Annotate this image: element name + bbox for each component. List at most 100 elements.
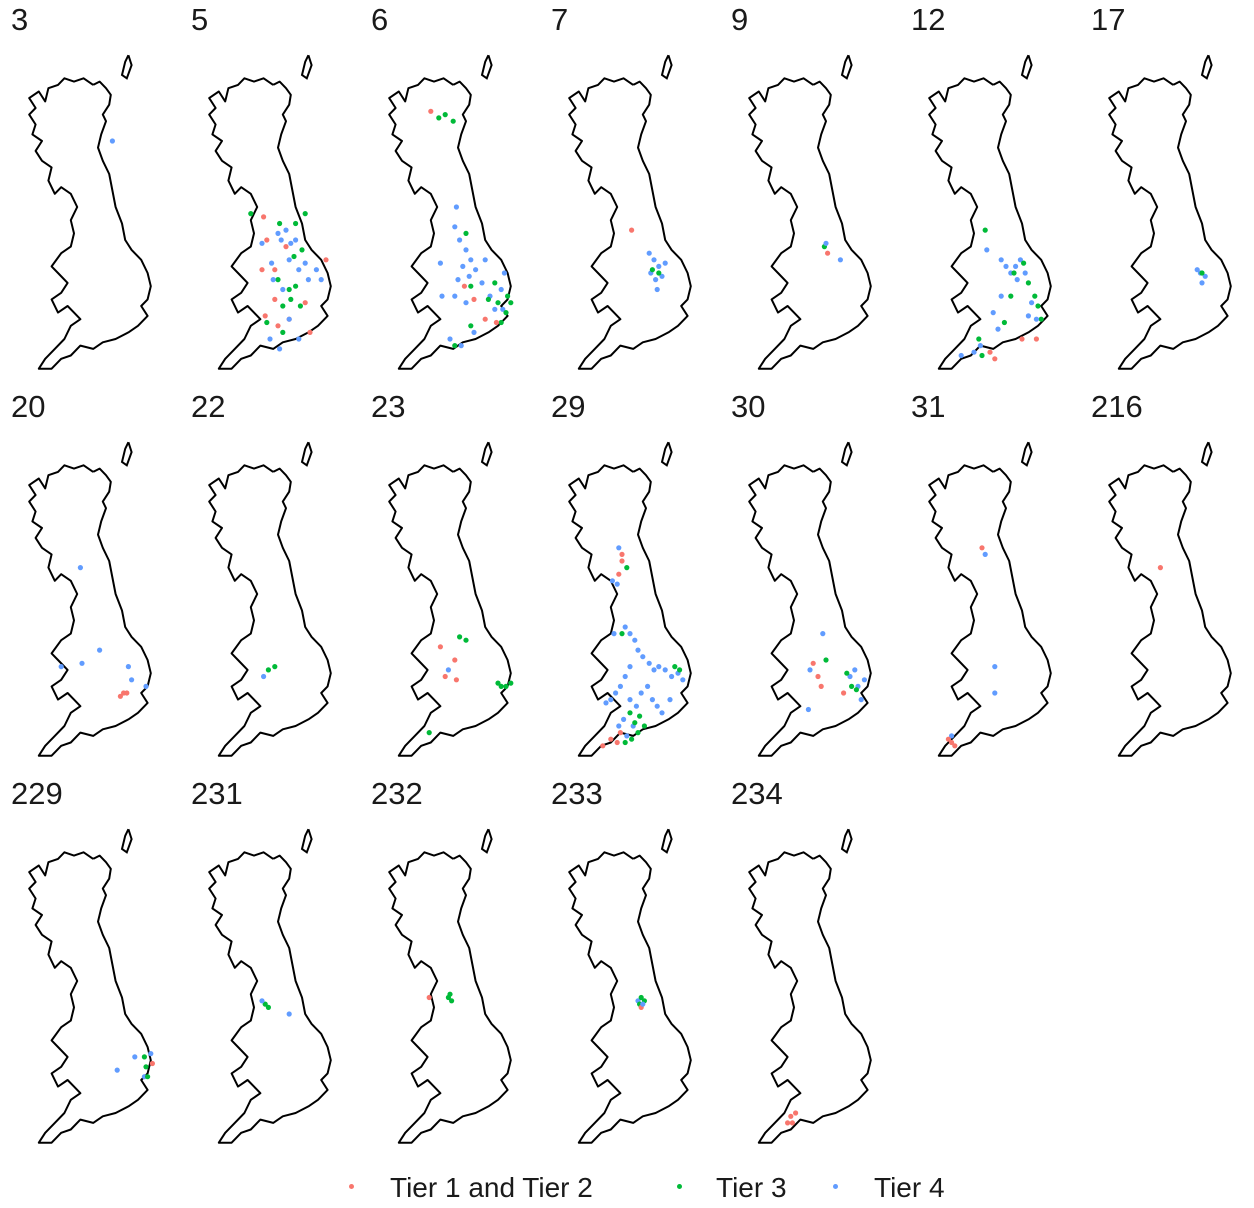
site-point-tier4 (646, 660, 652, 666)
site-point-tier12 (262, 313, 268, 319)
site-point-tier4 (651, 257, 657, 263)
site-point-tier12 (1157, 565, 1163, 571)
site-point-tier4 (77, 565, 83, 571)
site-point-tier4 (617, 683, 623, 689)
site-point-tier4 (286, 1011, 292, 1017)
coastline-outline (1108, 464, 1232, 757)
site-point-tier3 (1001, 319, 1007, 326)
site-point-tier12 (482, 316, 488, 322)
site-point-tier12 (452, 657, 458, 663)
site-point-tier3 (853, 687, 859, 693)
site-point-tier12 (952, 743, 958, 749)
site-point-tier3 (508, 680, 514, 686)
site-point-tier4 (1025, 313, 1031, 319)
map-panel: 231 (180, 774, 360, 1159)
site-point-tier3 (291, 253, 297, 260)
map-svg (208, 54, 332, 370)
panel-title: 23 (371, 389, 406, 424)
coastline-outline (28, 77, 152, 370)
island-outline (120, 54, 133, 80)
site-point-tier4 (275, 230, 281, 236)
site-point-tier4 (998, 257, 1004, 263)
panel-title: 233 (551, 776, 603, 811)
island-outline (1020, 54, 1033, 80)
site-point-tier3 (635, 730, 641, 736)
site-point-tier4 (313, 267, 319, 273)
legend-label-tier4: Tier 4 (874, 1172, 945, 1203)
map-svg (568, 441, 692, 757)
site-point-tier4 (259, 998, 265, 1004)
map-svg (208, 828, 332, 1144)
site-point-tier3 (463, 637, 469, 643)
site-point-tier3 (844, 670, 850, 676)
site-point-tier4 (621, 716, 627, 722)
site-point-tier3 (275, 277, 281, 283)
site-point-tier3 (1038, 316, 1044, 322)
site-point-tier4 (259, 240, 265, 246)
site-point-tier12 (124, 690, 130, 696)
site-point-tier3 (450, 118, 456, 124)
map-panel: 216 (1080, 387, 1254, 772)
site-point-tier4 (302, 260, 308, 266)
site-point-tier3 (1008, 293, 1014, 299)
site-point-tier4 (305, 277, 311, 283)
site-point-tier12 (987, 349, 993, 355)
site-point-tier3 (277, 220, 283, 227)
site-point-tier4 (452, 224, 458, 230)
site-point-tier4 (653, 277, 659, 283)
site-point-tier12 (259, 267, 265, 273)
panel-title: 31 (911, 389, 946, 424)
site-point-tier3 (495, 300, 501, 306)
site-point-tier4 (114, 1067, 120, 1073)
site-point-tier4 (984, 247, 990, 253)
site-point-tier12 (841, 690, 847, 696)
site-point-tier4 (667, 697, 673, 703)
site-point-tier4 (680, 677, 686, 683)
coastline-outline (208, 851, 332, 1144)
site-point-tier4 (277, 346, 283, 352)
site-point-tier3 (1035, 303, 1041, 309)
site-point-tier3 (492, 280, 498, 286)
map-svg (28, 54, 152, 370)
map-svg (1108, 441, 1232, 757)
island-outline (840, 828, 853, 854)
island-outline (480, 54, 493, 80)
site-point-tier4 (501, 270, 507, 276)
site-point-tier4 (627, 631, 633, 637)
site-point-tier4 (823, 240, 829, 246)
map-panel: 5 (180, 0, 360, 385)
panel-title: 229 (11, 776, 63, 811)
panel-title: 9 (731, 2, 749, 37)
map-panel: 23 (360, 387, 540, 772)
site-point-tier3 (264, 319, 270, 326)
site-point-tier12 (788, 1113, 794, 1119)
site-point-tier4 (616, 723, 622, 729)
panel-title: 232 (371, 776, 423, 811)
site-point-tier3 (447, 991, 453, 997)
site-point-tier4 (627, 697, 633, 703)
panel-title: 29 (551, 389, 586, 424)
site-point-tier4 (463, 247, 469, 253)
site-point-tier3 (297, 303, 303, 309)
site-point-tier4 (608, 697, 614, 703)
site-point-tier12 (264, 237, 270, 243)
site-point-tier4 (649, 697, 655, 703)
site-point-tier4 (656, 664, 662, 670)
site-point-tier3 (505, 293, 511, 299)
map-panel: 234 (720, 774, 900, 1159)
site-point-tier3 (272, 664, 278, 670)
site-point-tier3 (498, 683, 504, 689)
coastline-outline (748, 851, 872, 1144)
site-point-tier4 (992, 664, 998, 670)
site-point-tier3 (426, 730, 432, 736)
site-point-tier4 (852, 667, 858, 673)
map-svg (388, 828, 512, 1144)
site-point-tier4 (640, 654, 646, 660)
site-point-tier4 (847, 673, 853, 680)
site-point-tier4 (1013, 263, 1019, 269)
site-point-tier3 (449, 998, 455, 1004)
panel-title: 216 (1091, 389, 1143, 424)
site-point-tier3 (265, 667, 271, 673)
island-outline (120, 441, 133, 467)
site-point-tier4 (468, 257, 474, 263)
